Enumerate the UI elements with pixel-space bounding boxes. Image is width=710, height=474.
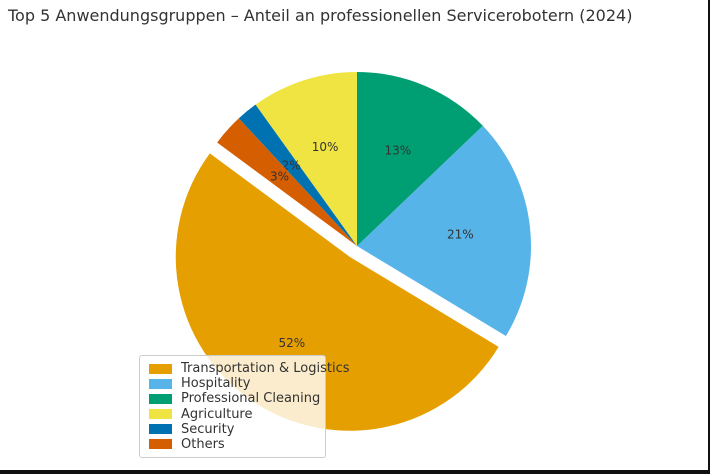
legend-swatch-icon bbox=[149, 439, 172, 450]
legend-item-agriculture: Agriculture bbox=[149, 407, 316, 422]
legend-item-professional-cleaning: Professional Cleaning bbox=[149, 391, 320, 406]
pie-percent-label: 3% bbox=[270, 170, 289, 184]
pie-percent-label: 10% bbox=[312, 140, 339, 154]
legend-label: Agriculture bbox=[181, 406, 253, 422]
pie-percent-label: 52% bbox=[279, 336, 306, 350]
pie-slice-agriculture bbox=[255, 72, 357, 246]
legend-item-transportation-logistics: Transportation & Logistics bbox=[149, 361, 350, 376]
pie-percent-label: 2% bbox=[282, 158, 301, 172]
legend-label: Others bbox=[181, 436, 225, 452]
legend-item-security: Security bbox=[149, 422, 316, 437]
pie-percent-label: 21% bbox=[447, 228, 474, 242]
pie-slice-hospitality bbox=[357, 125, 532, 337]
pie-slice-others bbox=[217, 118, 357, 246]
chart-title: Top 5 Anwendungsgruppen – Anteil an prof… bbox=[8, 6, 633, 25]
legend-label: Security bbox=[181, 421, 235, 437]
legend-label: Professional Cleaning bbox=[181, 391, 321, 407]
legend-item-hospitality: Hospitality bbox=[149, 376, 316, 391]
pie-slice-security bbox=[238, 104, 357, 246]
legend-swatch-icon bbox=[149, 393, 172, 404]
legend-swatch-icon bbox=[149, 363, 172, 374]
pie-slice-professional-cleaning bbox=[356, 71, 483, 246]
pie-percent-label: 13% bbox=[385, 143, 412, 157]
legend-swatch-icon bbox=[149, 378, 172, 389]
legend-swatch-icon bbox=[149, 424, 172, 435]
legend-label: Hospitality bbox=[181, 376, 251, 392]
legend-label: Transportation & Logistics bbox=[181, 361, 350, 376]
legend-swatch-icon bbox=[149, 409, 172, 420]
legend: Transportation & Logistics Hospitality P… bbox=[139, 355, 350, 458]
legend-item-others: Others bbox=[149, 437, 316, 452]
